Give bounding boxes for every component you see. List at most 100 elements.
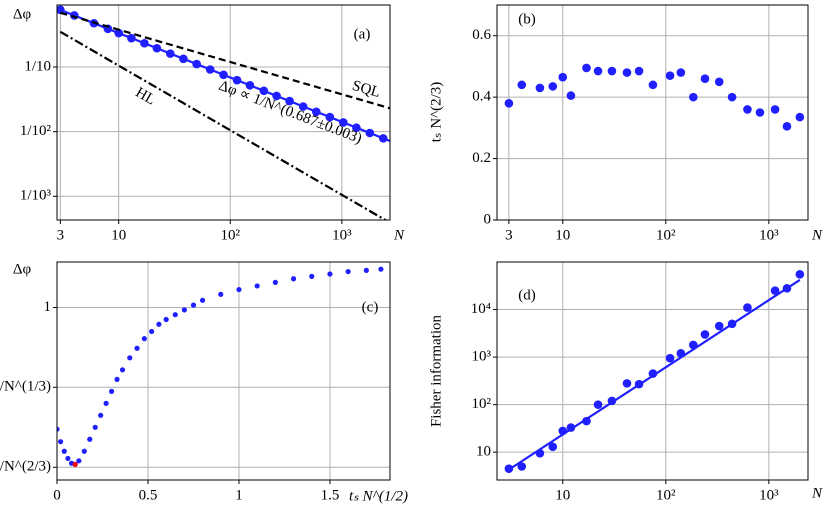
data-point: [622, 379, 632, 388]
data-point: [648, 80, 658, 90]
plot-area: [57, 5, 390, 220]
data-point: [345, 268, 351, 275]
x-tick-label: 10²: [656, 487, 676, 503]
x-tick-label: 0.5: [139, 487, 158, 503]
data-point: [272, 279, 278, 285]
data-point: [517, 462, 527, 471]
x-tick-label: 1: [235, 487, 243, 503]
y-tick-label: 10⁴: [471, 301, 491, 317]
data-point: [127, 355, 133, 361]
y-tick-label: 10²: [472, 396, 492, 412]
data-point: [743, 303, 752, 312]
data-point: [676, 68, 686, 77]
data-point: [119, 367, 126, 373]
y-tick-label: 10³: [472, 349, 492, 365]
x-tick-label: 10: [555, 227, 570, 243]
data-point: [795, 112, 805, 122]
y-tick-label: 1/10²: [20, 123, 52, 139]
x-tick-label: 0: [53, 487, 61, 503]
data-point: [378, 266, 384, 272]
data-point: [727, 92, 737, 102]
x-axis-label: tₛ N^(1/2): [349, 488, 408, 504]
data-point: [309, 273, 315, 279]
data-point: [743, 105, 752, 114]
plot-area: [497, 262, 808, 480]
data-point: [72, 461, 78, 468]
y-tick-label: 1/10: [24, 58, 51, 74]
data-point: [290, 276, 297, 282]
series-line: [508, 278, 801, 471]
x-tick-label: 10³: [332, 227, 352, 243]
y-tick-label: 10: [476, 444, 491, 460]
series-line: [60, 11, 390, 110]
data-point: [665, 71, 675, 80]
data-point: [622, 68, 632, 77]
axes-frame: [56, 4, 391, 221]
data-point: [149, 328, 155, 335]
data-point: [755, 108, 765, 117]
data-point: [172, 312, 178, 318]
axes-frame: [496, 4, 809, 221]
data-point: [363, 267, 369, 273]
x-tick-label: 10²: [221, 227, 241, 243]
axes-frame: [496, 261, 809, 481]
data-point: [134, 345, 140, 351]
data-point: [163, 316, 169, 323]
data-point: [181, 307, 187, 313]
data-point: [795, 270, 805, 279]
data-point: [535, 83, 545, 93]
data-point: [517, 80, 527, 90]
data-point: [199, 297, 206, 303]
data-point: [582, 63, 591, 73]
data-point: [87, 436, 93, 442]
data-point: [770, 105, 780, 114]
data-point: [190, 302, 197, 308]
data-point: [103, 400, 109, 406]
line-label: SQL: [350, 78, 382, 101]
data-point: [714, 77, 724, 87]
plot-area: [497, 5, 808, 220]
data-point: [714, 321, 724, 331]
y-axis-label: Δφ: [13, 6, 32, 22]
data-point: [108, 388, 115, 394]
data-point: [58, 439, 64, 445]
data-point: [57, 426, 60, 432]
y-axis-label: Δφ: [13, 261, 32, 277]
y-tick-label: 0.4: [472, 89, 491, 105]
data-point: [689, 92, 698, 102]
x-tick-label: 10: [111, 227, 126, 243]
data-point: [92, 424, 98, 430]
panel-label: (c): [362, 299, 379, 315]
data-point: [582, 416, 591, 426]
y-tick-label: 1: [44, 299, 52, 315]
y-tick-label: 1/N^(2/3): [0, 459, 51, 475]
data-point: [236, 286, 242, 293]
y-tick-label: 0.6: [472, 27, 491, 43]
x-tick-label: 3: [505, 227, 513, 243]
data-point: [566, 91, 576, 100]
data-point: [648, 369, 658, 378]
y-tick-label: 1/N^(1/3): [0, 379, 51, 395]
x-axis-label: N: [393, 227, 405, 243]
y-axis-label: tₛ N^(2/3): [428, 82, 444, 143]
y-tick-label: 1/10³: [20, 188, 52, 204]
data-point: [558, 72, 568, 82]
data-point: [114, 376, 120, 382]
y-axis-label: Fisher information: [428, 314, 444, 427]
data-point: [76, 458, 82, 464]
panel-label: (a): [354, 26, 371, 42]
data-point: [254, 283, 260, 289]
panel-label: (b): [518, 11, 536, 27]
data-point: [81, 448, 87, 454]
data-point: [98, 412, 104, 418]
data-point: [593, 66, 603, 76]
data-point: [770, 286, 780, 295]
series-line: [59, 30, 388, 220]
x-tick-label: 1.5: [321, 487, 340, 503]
data-point: [156, 321, 162, 327]
x-tick-label: 3: [57, 227, 65, 243]
series-line: [59, 8, 390, 143]
data-point: [548, 442, 558, 452]
data-point: [65, 455, 71, 462]
